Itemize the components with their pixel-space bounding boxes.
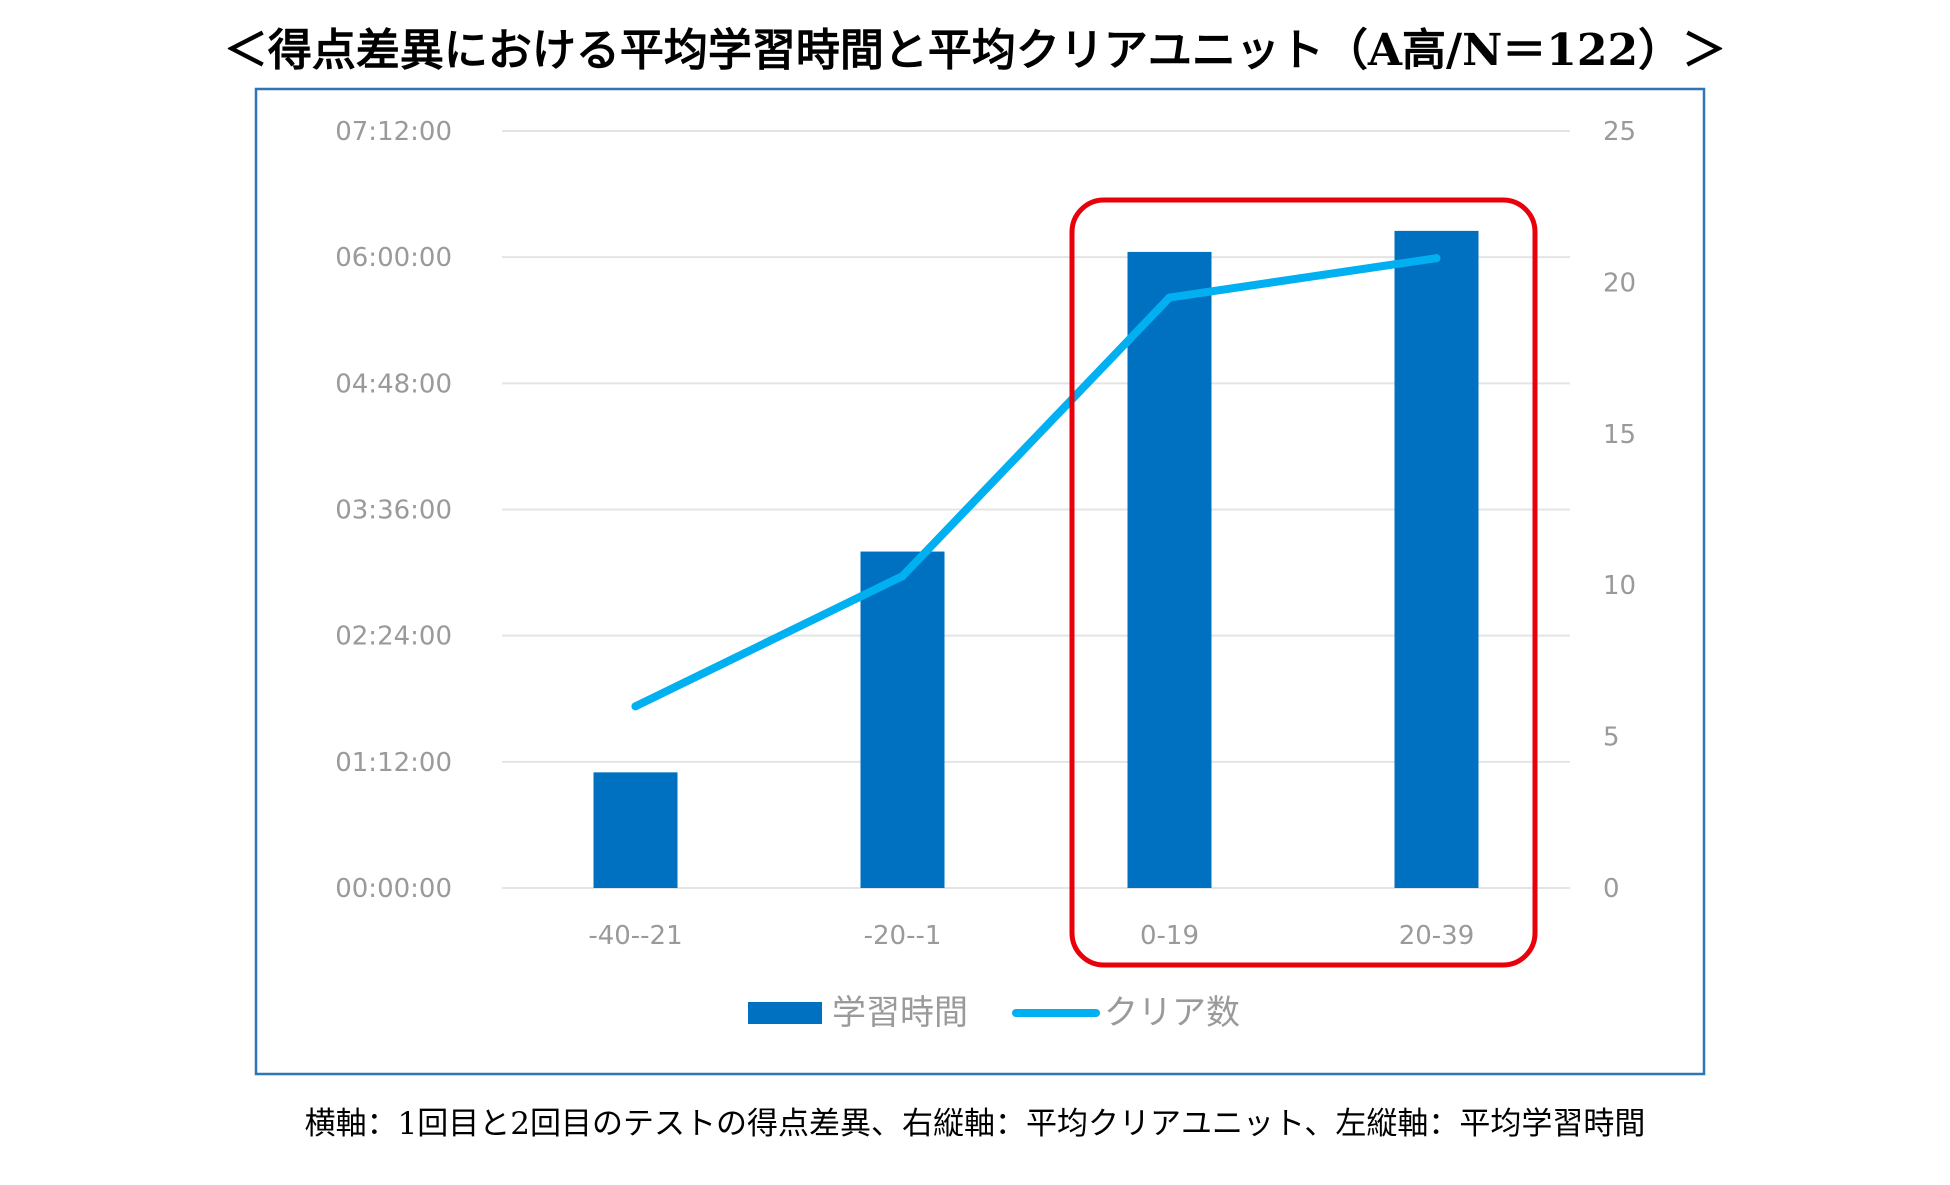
legend: 学習時間 クリア数 — [748, 993, 1240, 1033]
x-tick-label: -20--1 — [864, 921, 942, 951]
chart-caption: 横軸：1回目と2回目のテストの得点差異、右縦軸：平均クリアユニット、左縦軸：平均… — [304, 1106, 1646, 1142]
line-series — [631, 254, 1441, 711]
left-axis-ticks: 00:00:00 01:12:00 02:24:00 03:36:00 04:48:00… — [335, 117, 452, 904]
right-axis-ticks: 0 5 10 15 20 25 — [1603, 117, 1636, 904]
legend-bar-label: 学習時間 — [832, 993, 968, 1033]
line-path — [631, 254, 1441, 711]
bar — [860, 551, 945, 888]
y-left-tick-label: 00:00:00 — [335, 874, 452, 904]
x-tick-label: -40--21 — [588, 921, 682, 951]
bar — [1127, 251, 1212, 888]
x-axis-ticks: -40--21 -20--1 0-19 20-39 — [588, 921, 1474, 951]
line-point — [1165, 293, 1174, 302]
y-left-tick-label: 01:12:00 — [335, 748, 452, 778]
y-right-tick-label: 10 — [1603, 571, 1636, 601]
y-left-tick-label: 03:36:00 — [335, 496, 452, 526]
line-point — [898, 572, 907, 581]
line-point — [1432, 254, 1441, 263]
x-tick-label: 0-19 — [1140, 921, 1199, 951]
y-left-tick-label: 04:48:00 — [335, 369, 452, 399]
bar-series — [593, 230, 1479, 888]
bar — [1394, 230, 1479, 888]
y-left-tick-label: 02:24:00 — [335, 622, 452, 652]
x-tick-label: 20-39 — [1399, 921, 1475, 951]
y-right-tick-label: 15 — [1603, 420, 1636, 450]
y-right-tick-label: 25 — [1603, 117, 1636, 147]
y-right-tick-label: 20 — [1603, 268, 1636, 298]
y-left-tick-label: 07:12:00 — [335, 117, 452, 147]
gridlines — [502, 130, 1570, 889]
legend-bar-swatch — [748, 1002, 822, 1024]
chart-title: ＜得点差異における平均学習時間と平均クリアユニット（A高/N＝122）＞ — [223, 25, 1727, 76]
y-left-tick-label: 06:00:00 — [335, 243, 452, 273]
line-point — [631, 702, 640, 711]
chart-frame — [254, 87, 1706, 1076]
bar — [593, 772, 678, 888]
y-right-tick-label: 5 — [1603, 723, 1620, 753]
y-right-tick-label: 0 — [1603, 874, 1620, 904]
highlight-box — [1069, 197, 1538, 968]
legend-line-label: クリア数 — [1104, 993, 1240, 1033]
